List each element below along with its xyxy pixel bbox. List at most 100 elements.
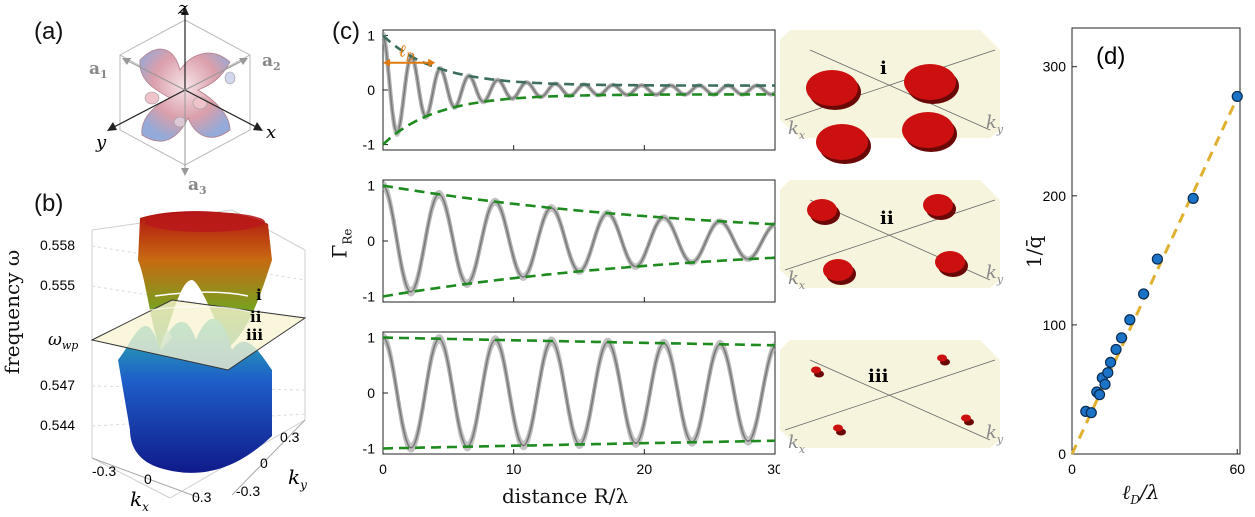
xtick-label: 20 (637, 461, 653, 477)
envelope-upper (382, 34, 775, 87)
a3-label: a3 (188, 175, 207, 197)
omega-wp-plane (90, 299, 307, 371)
level-label-ii: ii (250, 308, 262, 326)
data-point (1115, 332, 1128, 344)
data-point (1231, 90, 1243, 103)
omega-wp-label: ωwp (48, 330, 78, 352)
ky-direction-line (809, 359, 991, 441)
ld-arrowhead-left (383, 58, 390, 67)
data-point (1093, 389, 1106, 401)
xtick-label: 0 (1068, 461, 1076, 477)
ytick-label: 0 (367, 233, 375, 249)
fermi-tube-surface (139, 48, 236, 142)
inset-roman-label: ii (880, 208, 894, 229)
envelope-upper (382, 336, 776, 347)
ky-axis-label: ky (288, 465, 307, 492)
a1-label: a1 (89, 59, 108, 81)
ytick-label: 0 (367, 385, 375, 401)
data-point (1138, 288, 1150, 300)
a1-vector (125, 59, 186, 91)
kx-tick-1: 0 (144, 471, 152, 487)
fermi-pocket (937, 354, 947, 362)
fermi-pocket (806, 70, 858, 106)
x-axis-label: x (266, 122, 276, 143)
xtick-label: 0 (379, 461, 387, 477)
ytick-label: -1 (363, 137, 376, 153)
data-point (1124, 314, 1136, 326)
ytick-label: 300 (1043, 59, 1067, 75)
inset-ky-label: ky (986, 112, 1004, 136)
kx-axis-line (91, 457, 201, 499)
fermi-pocket (935, 251, 965, 273)
a2-vector (184, 59, 245, 91)
inset-ii: ii kx ky (780, 180, 1004, 292)
data-point (1110, 343, 1122, 356)
panel-d-label: (d) (1096, 43, 1125, 70)
kx-axis-label: kx (130, 487, 149, 514)
fermi-pocket (961, 414, 971, 422)
xtick-label: 30 (767, 461, 780, 477)
panel-a-label: (a) (34, 18, 64, 45)
inset-plane (780, 30, 1000, 138)
panel-d-plot: 300 200 100 00 60 (d) (1043, 27, 1245, 477)
data-point (1102, 367, 1114, 379)
data-point (1187, 192, 1199, 204)
z-axis-label: z (177, 0, 188, 19)
oscillation-curve (382, 332, 777, 453)
oscillation-curve (381, 31, 777, 137)
inset-iii: iii kx ky (780, 340, 1004, 456)
fermi-pocket (833, 424, 843, 432)
kx-tick-0: -0.3 (92, 463, 116, 479)
fermi-pocket (902, 112, 954, 148)
a2-label: a2 (262, 51, 281, 73)
envelope-lower (382, 93, 775, 146)
panel-d-xlabel: ℓD/λ (1122, 480, 1160, 507)
panel-b-band-surface: 0.558 0.555 0.547 0.544 ωwp i ii iii -0.… (40, 209, 307, 514)
panel-c-ylabel: ΓRe (327, 228, 355, 259)
ztick-0: 0.558 (40, 237, 75, 253)
data-point (1104, 356, 1117, 368)
ytick-label: 0 (367, 82, 375, 98)
inset-i: i kx ky (780, 30, 1004, 164)
data-point (1099, 378, 1111, 390)
ytick-label: 1 (367, 27, 375, 43)
panel-d-ylabel: 1/q̄ (1022, 235, 1047, 269)
panel-c-insets: i kx ky ii kx ky iii kx ky (780, 30, 1004, 456)
inset-roman-label: i (880, 58, 887, 79)
ztick-2: 0.547 (40, 377, 75, 393)
panel-b-label: (b) (34, 190, 64, 217)
ky-tick-0: 0.3 (280, 429, 300, 445)
oscillation-curve (382, 180, 776, 297)
fermi-contour-i (154, 291, 249, 297)
fermi-pocket (816, 124, 868, 160)
xtick-label: 10 (506, 461, 522, 477)
inset-roman-label: iii (868, 366, 889, 387)
y-axis-label: y (95, 132, 107, 153)
ytick-label: -1 (363, 440, 376, 456)
ytick-label: 1 (367, 330, 375, 346)
ky-axis-line (231, 419, 306, 496)
envelope-lower (382, 256, 776, 298)
ky-tick-2: -0.3 (236, 483, 260, 499)
ky-tick-1: 0 (260, 455, 268, 471)
ytick-label: 0 (1058, 446, 1066, 462)
ztick-3: 0.544 (40, 417, 75, 433)
kx-direction-line (784, 199, 996, 271)
inset-ky-label: ky (986, 262, 1004, 286)
ky-direction-line (809, 49, 991, 131)
y-axis (111, 89, 186, 129)
panel-a-cube-diagram: z x y a1 a2 a3 (89, 0, 281, 197)
fermi-pocket (923, 194, 953, 216)
inset-ky-label: ky (986, 422, 1004, 446)
envelope-upper (382, 184, 776, 226)
level-label-iii: iii (246, 326, 263, 344)
plot-frame-d (1071, 27, 1241, 455)
oscillation-curve (382, 35, 776, 134)
ytick-label: 200 (1043, 188, 1067, 204)
oscillation-curve (382, 338, 777, 448)
x-axis (184, 89, 259, 129)
fermi-pocket (807, 199, 837, 221)
panel-c-xlabel: distance R/λ (502, 484, 629, 508)
inset-kx-label: kx (788, 432, 806, 456)
